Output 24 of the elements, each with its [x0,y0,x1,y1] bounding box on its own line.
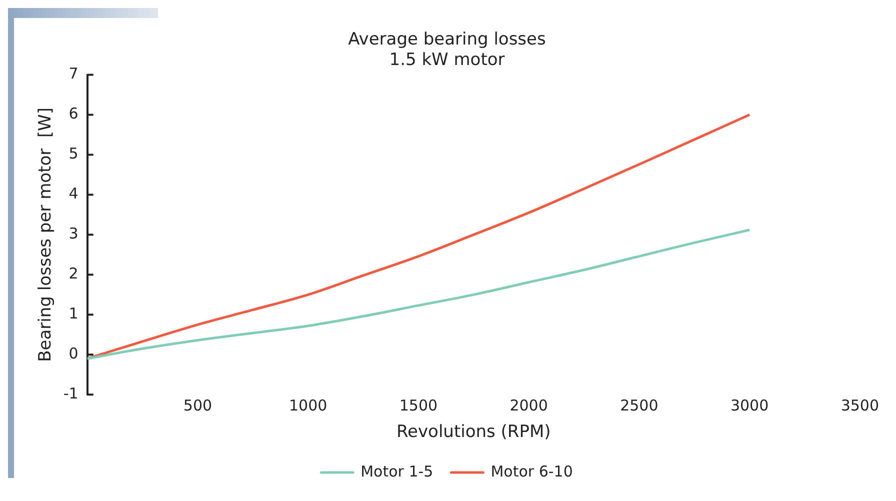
legend-label: Motor 6-10 [490,462,573,480]
y-tick-label: 6 [68,104,78,123]
y-tick-label: 4 [68,184,78,203]
x-tick-label: 1000 [288,396,328,414]
y-axis-title: Bearing losses per motor [W] [36,108,56,362]
legend-label: Motor 1-5 [360,462,434,480]
y-tick-label: 7 [68,64,78,83]
x-tick-label: 3500 [840,396,880,414]
y-tick-label: -1 [63,384,78,402]
line-series [87,228,751,360]
line-series [87,114,751,360]
x-tick-label: 2000 [510,396,548,414]
x-tick-label: 500 [183,396,212,414]
text: Average bearing losses [348,30,546,50]
y-tick-label: 3 [68,224,78,243]
x-tick-label: 1500 [399,396,438,414]
x-tick-label: 2500 [620,396,658,414]
y-tick-label: 0 [68,344,78,363]
x-axis-title: Revolutions (RPM) [396,422,551,442]
x-tick-label: 3000 [730,396,769,414]
y-tick-label: 1 [68,304,78,323]
text: 1.5 kW motor [389,50,505,70]
y-tick-label: 2 [68,264,78,283]
y-tick-label: 5 [68,144,78,163]
